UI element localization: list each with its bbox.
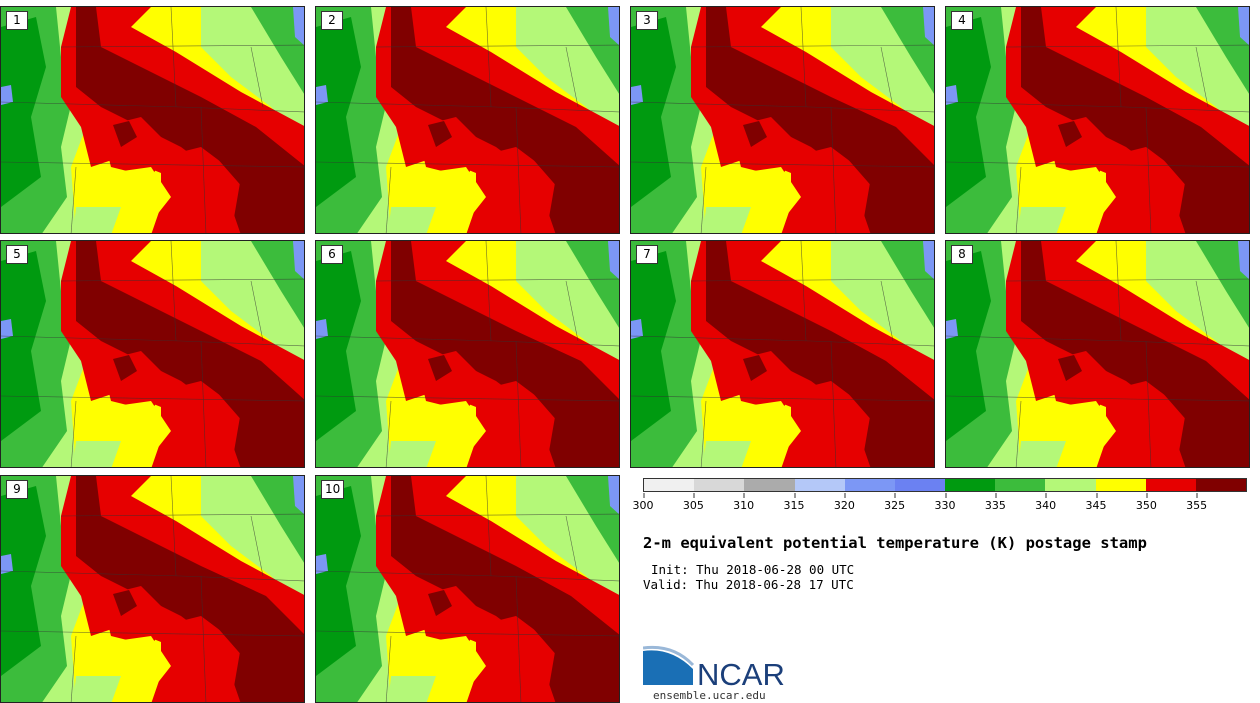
colorbar-segment [694,479,745,491]
colorbar-segment [995,479,1046,491]
colorbar-tick-label: 355 [1186,493,1208,512]
member-number-label: 10 [321,480,345,499]
colorbar-tick-label: 310 [733,493,755,512]
colorbar-tick-label: 300 [632,493,654,512]
colorbar-tick-label: 345 [1085,493,1107,512]
colorbar-tick-label: 340 [1035,493,1057,512]
colorbar-tick-label: 305 [682,493,704,512]
colorbar-segment [744,479,795,491]
member-map-panel: 9 [0,475,305,703]
colorbar-tick-label: 330 [934,493,956,512]
member-map-panel: 10 [315,475,620,703]
ncar-logo: NCAR [643,645,785,689]
colorbar-segment [1095,479,1146,491]
colorbar-segment [945,479,996,491]
member-map [1,241,304,467]
member-number-label: 8 [951,245,973,264]
member-map-panel: 2 [315,6,620,234]
member-map [316,241,619,467]
colorbar-ticks: 300 305 310 315 320 325 330 335 340 345 350 355 [633,493,1247,513]
ncar-logo-text: NCAR [697,657,785,689]
member-map-panel: 8 [945,240,1250,468]
colorbar-segment [894,479,946,491]
colorbar-tick-label: 350 [1135,493,1157,512]
member-map [631,241,934,467]
ensemble-url: ensemble.ucar.edu [653,689,766,702]
colorbar-segment [794,479,845,491]
member-number-label: 3 [636,11,658,30]
colorbar-tick-label: 325 [884,493,906,512]
colorbar [643,478,1247,492]
colorbar-tick-label: 335 [984,493,1006,512]
init-time: Init: Thu 2018-06-28 00 UTC [651,562,855,577]
member-number-label: 9 [6,480,28,499]
member-map [1,476,304,702]
colorbar-segment [1045,479,1096,491]
member-map [316,476,619,702]
member-map-panel: 1 [0,6,305,234]
colorbar-segment [644,479,695,491]
member-map-panel: 7 [630,240,935,468]
member-map-panel: 5 [0,240,305,468]
member-number-label: 6 [321,245,343,264]
member-number-label: 1 [6,11,28,30]
member-number-label: 5 [6,245,28,264]
member-map-panel: 3 [630,6,935,234]
plot-title: 2-m equivalent potential temperature (K)… [643,534,1147,552]
member-number-label: 2 [321,11,343,30]
member-map [946,241,1249,467]
colorbar-segment [1195,479,1247,491]
member-map-panel: 6 [315,240,620,468]
member-number-label: 7 [636,245,658,264]
member-map [1,7,304,233]
member-map-panel: 4 [945,6,1250,234]
member-map [316,7,619,233]
member-map [946,7,1249,233]
member-number-label: 4 [951,11,973,30]
colorbar-segment [1145,479,1196,491]
valid-time: Valid: Thu 2018-06-28 17 UTC [643,577,854,592]
member-map [631,7,934,233]
colorbar-tick-label: 320 [833,493,855,512]
colorbar-tick-label: 315 [783,493,805,512]
colorbar-segment [844,479,895,491]
